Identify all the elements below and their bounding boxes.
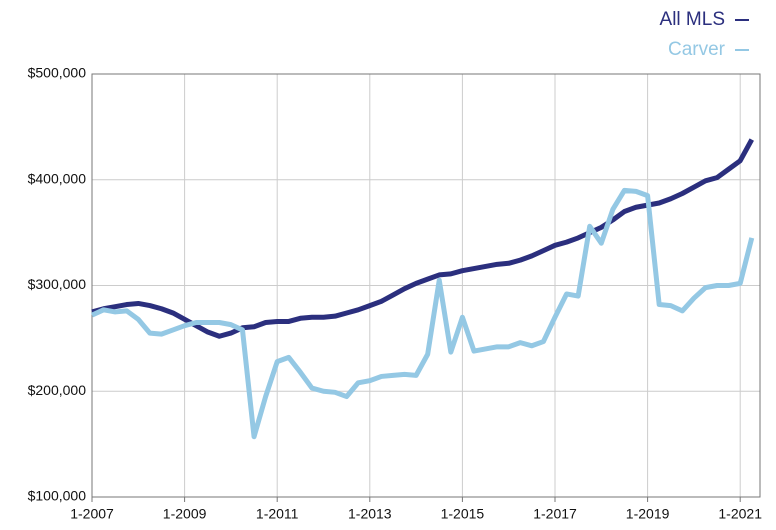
- x-tick-label: 1-2015: [441, 506, 485, 522]
- series-line: [90, 187, 755, 440]
- y-tick-label: $400,000: [28, 170, 87, 186]
- series-line: [91, 138, 754, 339]
- x-tick-label: 1-2011: [256, 506, 299, 522]
- x-tick-label: 1-2009: [163, 506, 207, 522]
- x-tick-label: 1-2019: [626, 506, 670, 522]
- y-tick-label: $500,000: [28, 65, 87, 81]
- x-tick-label: 1-2007: [70, 506, 114, 522]
- y-tick-label: $300,000: [28, 276, 87, 292]
- legend-label: Carver: [668, 39, 726, 60]
- plot-frame: [91, 73, 761, 498]
- x-tick-label: 1-2013: [348, 506, 392, 522]
- legend-label: All MLS: [660, 9, 725, 30]
- y-tick-label: $200,000: [28, 382, 87, 398]
- y-tick-label: $100,000: [28, 488, 87, 504]
- x-tick-label: 1-2021: [718, 506, 762, 522]
- x-tick-label: 1-2017: [533, 506, 577, 522]
